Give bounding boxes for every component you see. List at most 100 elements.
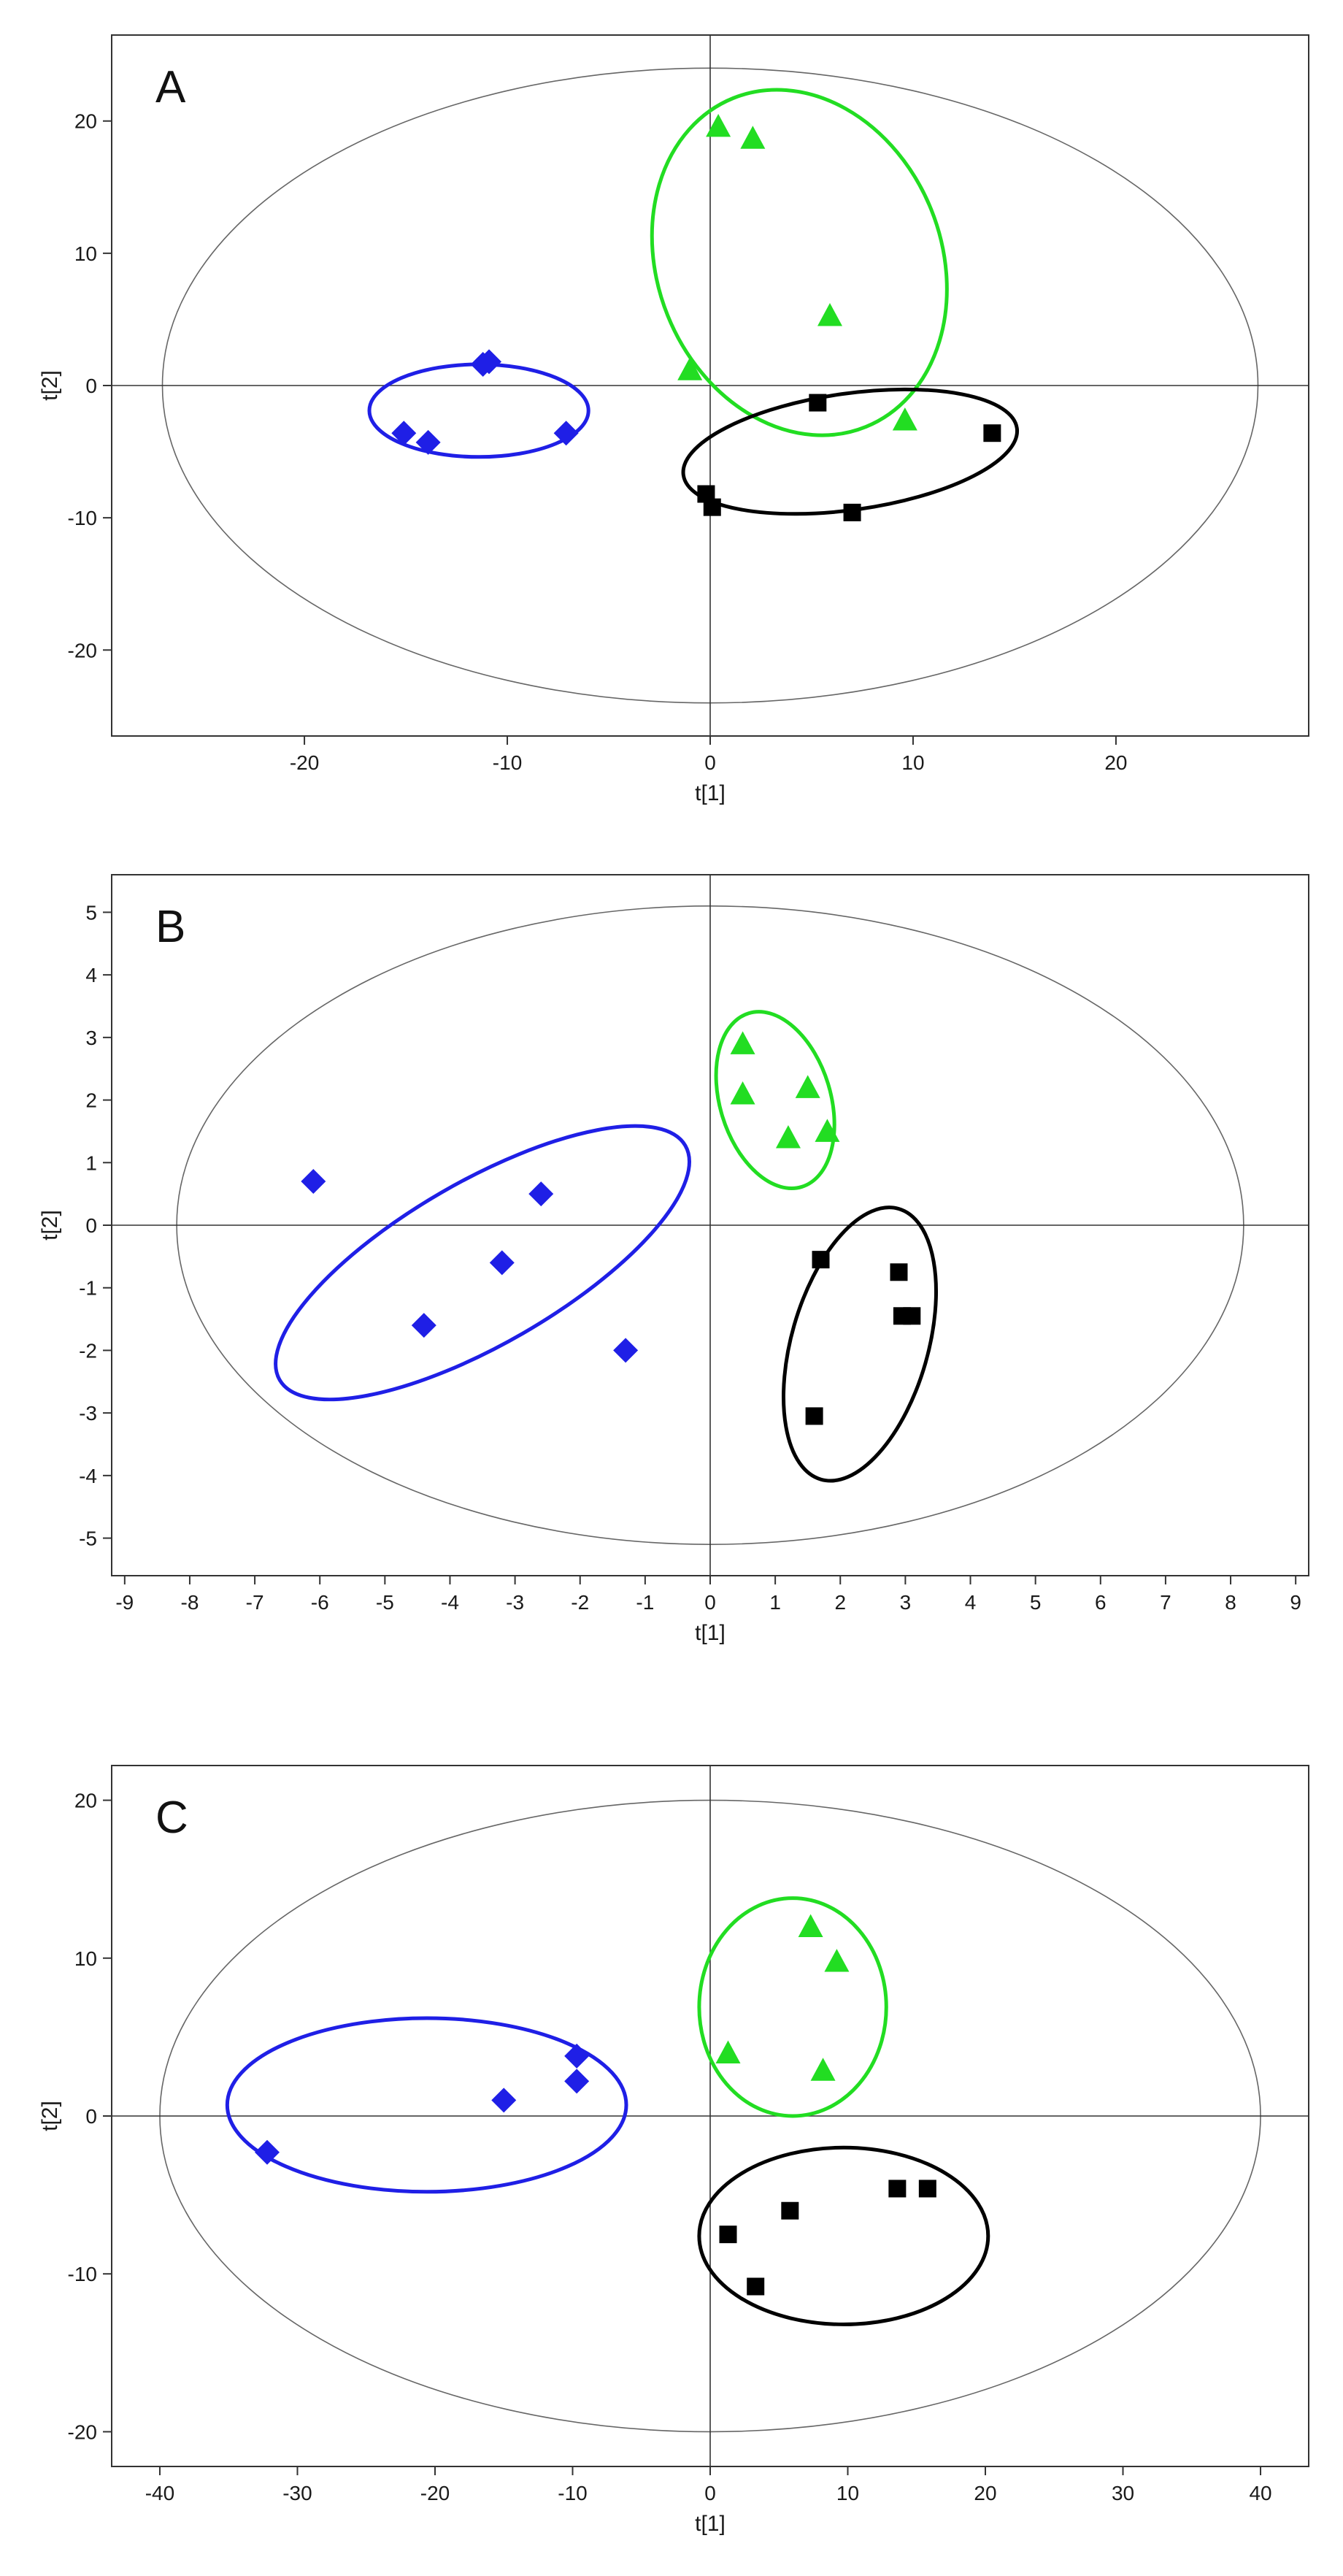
data-point-triangle	[824, 1949, 850, 1972]
data-point-diamond	[564, 2069, 590, 2094]
x-tick-label: 4	[965, 1591, 977, 1614]
y-tick-label: 10	[74, 1947, 97, 1970]
group-ellipse-square	[697, 2145, 990, 2326]
x-tick-label: -9	[115, 1591, 134, 1614]
x-tick-label: -7	[246, 1591, 264, 1614]
x-axis-label: t[1]	[695, 1621, 726, 1645]
x-tick-label: -5	[376, 1591, 394, 1614]
group-ellipse-square	[782, 1205, 938, 1483]
y-tick-label: 2	[85, 1089, 97, 1112]
y-tick-label: -10	[68, 507, 97, 529]
x-tick-label: -20	[290, 751, 319, 774]
x-tick-label: 0	[704, 751, 716, 774]
data-point-square	[918, 2180, 936, 2198]
data-point-triangle	[810, 2058, 836, 2081]
data-point-square	[903, 1307, 921, 1325]
data-point-diamond	[301, 1169, 326, 1194]
y-tick-label: 0	[85, 375, 97, 397]
y-tick-label: -1	[79, 1277, 97, 1300]
data-point-diamond	[391, 421, 417, 446]
panel-a: -20 -10 0 10 20 -20 -10 0 10 20 t[1] t[2] A	[38, 34, 1309, 805]
data-point-square	[888, 2180, 907, 2198]
group-ellipse-triangle	[697, 1896, 888, 2118]
x-axis-label: t[1]	[695, 2512, 726, 2536]
x-tick-label: 3	[900, 1591, 912, 1614]
group-ellipse-triangle	[714, 1010, 836, 1190]
data-point-square	[983, 424, 1001, 442]
x-tick-label: 30	[1112, 2482, 1134, 2504]
data-point-square	[703, 498, 721, 516]
group-ellipse-diamond	[225, 2016, 628, 2194]
data-point-diamond	[489, 1250, 515, 1276]
y-tick-label: -2	[79, 1339, 97, 1362]
x-tick-label: 1	[769, 1591, 781, 1614]
y-tick-label: 5	[85, 901, 97, 924]
y-tick-label: 20	[74, 110, 97, 133]
data-point-square	[843, 503, 861, 521]
y-tick-label: -5	[79, 1527, 97, 1550]
data-point-triangle	[775, 1125, 801, 1149]
data-point-triangle	[795, 1075, 820, 1098]
data-point-square	[781, 2201, 799, 2220]
x-tick-label: 0	[704, 1591, 716, 1614]
data-point-triangle	[730, 1081, 755, 1105]
panel-letter: B	[155, 902, 185, 952]
y-tick-label: -20	[68, 639, 97, 662]
data-point-diamond	[528, 1181, 554, 1207]
data-point-diamond	[477, 349, 502, 375]
x-tick-label: -4	[441, 1591, 459, 1614]
x-tick-label: 10	[836, 2482, 859, 2504]
y-tick-label: 1	[85, 1151, 97, 1174]
y-tick-label: 0	[85, 1214, 97, 1237]
data-point-diamond	[411, 1313, 436, 1338]
x-tick-label: -6	[311, 1591, 329, 1614]
x-tick-label: -8	[181, 1591, 199, 1614]
x-tick-label: -10	[493, 751, 522, 774]
data-point-triangle	[740, 126, 766, 149]
data-point-square	[812, 1251, 830, 1269]
y-axis-label: t[2]	[38, 1210, 62, 1241]
group-ellipse-diamond	[274, 1124, 691, 1402]
x-tick-label: -3	[506, 1591, 524, 1614]
x-axis-label: t[1]	[695, 781, 726, 805]
data-point-triangle	[798, 1914, 823, 1937]
data-point-diamond	[491, 2088, 517, 2113]
data-point-triangle	[892, 407, 917, 431]
y-tick-label: 10	[74, 242, 97, 265]
data-point-triangle	[677, 357, 703, 380]
data-point-square	[805, 1407, 823, 1425]
data-point-triangle	[817, 303, 842, 326]
panel-c: -40 -30 -20 -10 0 10 20 30 40 -20 -10 0 10 20 t[1] t[2]…	[38, 1765, 1309, 2536]
y-tick-label: 0	[85, 2105, 97, 2128]
y-tick-label: -4	[79, 1465, 97, 1487]
x-tick-label: 40	[1249, 2482, 1271, 2504]
y-tick-label: -10	[68, 2263, 97, 2285]
y-axis-label: t[2]	[38, 370, 62, 401]
y-tick-label: 3	[85, 1027, 97, 1049]
x-tick-label: -20	[420, 2482, 450, 2504]
x-tick-label: -2	[571, 1591, 589, 1614]
y-tick-label: 20	[74, 1790, 97, 1812]
data-point-triangle	[715, 2040, 741, 2063]
y-axis-label: t[2]	[38, 2101, 62, 2131]
x-tick-label: -10	[558, 2482, 587, 2504]
data-point-diamond	[415, 429, 441, 455]
data-point-square	[719, 2226, 737, 2244]
x-tick-label: -1	[636, 1591, 654, 1614]
data-point-square	[809, 394, 827, 412]
data-point-diamond	[564, 2043, 590, 2069]
data-point-square	[747, 2277, 765, 2296]
data-point-diamond	[553, 421, 579, 446]
x-tick-label: 9	[1290, 1591, 1301, 1614]
data-point-triangle	[706, 113, 731, 137]
panel-b: -9 -8 -7 -6 -5 -4 -3 -2 -1 0 1 2 3 4 5 6 7 8 9 -5 -4 -3 -2 -1 0 1…	[38, 874, 1309, 1645]
group-ellipse-triangle	[650, 88, 949, 437]
y-tick-label: -20	[68, 2420, 97, 2443]
y-tick-label: 4	[85, 964, 97, 986]
x-tick-label: 10	[901, 751, 924, 774]
data-point-diamond	[613, 1338, 639, 1363]
data-point-square	[890, 1263, 908, 1281]
data-point-triangle	[730, 1031, 755, 1054]
panel-letter: A	[155, 62, 186, 112]
y-tick-label: -3	[79, 1402, 97, 1425]
